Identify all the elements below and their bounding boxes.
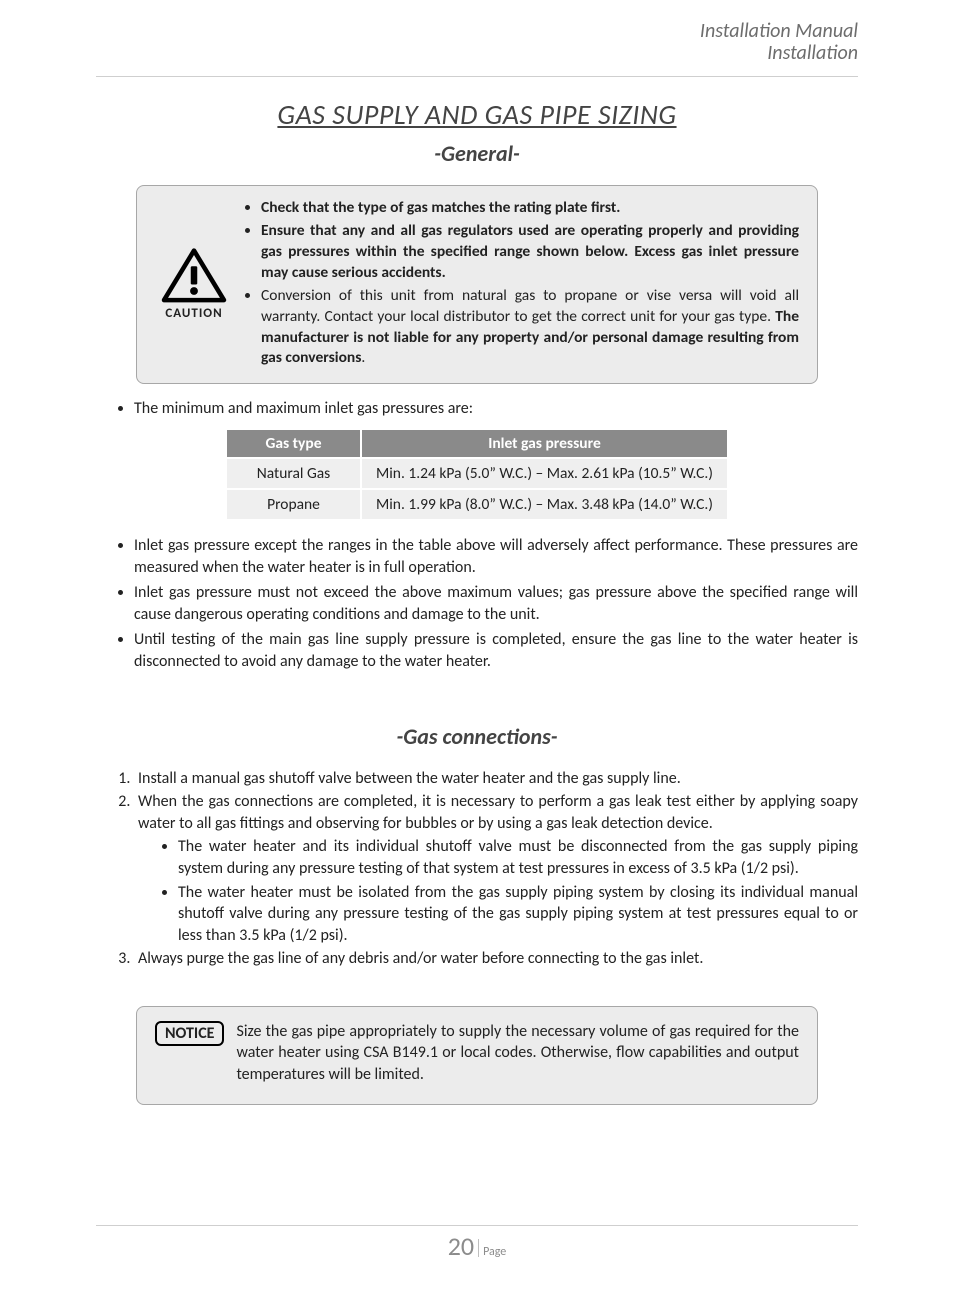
- table-cell-pressure: Min. 1.99 kPa (8.0” W.C.) – Max. 3.48 kP…: [361, 489, 728, 520]
- table-cell-pressure: Min. 1.24 kPa (5.0” W.C.) – Max. 2.61 kP…: [361, 458, 728, 489]
- list-item: The water heater and its individual shut…: [178, 836, 858, 879]
- page-footer: 20 Page: [96, 1225, 858, 1262]
- footer-rule: [96, 1225, 858, 1226]
- list-item: Until testing of the main gas line suppl…: [134, 629, 858, 672]
- caution-item: Check that the type of gas matches the r…: [261, 198, 799, 219]
- footer-separator-icon: [478, 1239, 479, 1257]
- caution-list: Check that the type of gas matches the r…: [243, 198, 799, 371]
- table-header-cell: Inlet gas pressure: [361, 429, 728, 458]
- intro-list: The minimum and maximum inlet gas pressu…: [96, 398, 858, 420]
- page-label: Page: [483, 1245, 506, 1259]
- table-row: Propane Min. 1.99 kPa (8.0” W.C.) – Max.…: [226, 489, 728, 520]
- below-table-list: Inlet gas pressure except the ranges in …: [96, 535, 858, 673]
- intro-bullet: The minimum and maximum inlet gas pressu…: [134, 398, 858, 420]
- gas-pressure-table: Gas type Inlet gas pressure Natural Gas …: [225, 428, 729, 521]
- caution-item: Ensure that any and all gas regulators u…: [261, 221, 799, 284]
- table-header-cell: Gas type: [226, 429, 361, 458]
- notice-label: NOTICE: [155, 1021, 224, 1047]
- table-cell-gastype: Propane: [226, 489, 361, 520]
- list-item: When the gas connections are completed, …: [134, 791, 858, 946]
- header-manual-title: Installation Manual: [96, 20, 858, 42]
- page-header: Installation Manual Installation: [96, 20, 858, 74]
- caution-callout: CAUTION Check that the type of gas match…: [136, 185, 818, 384]
- caution-icon-block: CAUTION: [155, 198, 233, 371]
- table-cell-gastype: Natural Gas: [226, 458, 361, 489]
- page-number: 20: [448, 1230, 474, 1262]
- list-item: Inlet gas pressure must not exceed the a…: [134, 582, 858, 625]
- list-item: Inlet gas pressure except the ranges in …: [134, 535, 858, 578]
- caution-item: Conversion of this unit from natural gas…: [261, 286, 799, 370]
- list-item: Always purge the gas line of any debris …: [134, 948, 858, 970]
- page-title: GAS SUPPLY AND GAS PIPE SIZING: [96, 97, 858, 132]
- header-rule: [96, 76, 858, 77]
- subtitle-general: -General-: [96, 140, 858, 167]
- table-header-row: Gas type Inlet gas pressure: [226, 429, 728, 458]
- list-item: The water heater must be isolated from t…: [178, 882, 858, 947]
- subtitle-connections: -Gas connections-: [96, 723, 858, 750]
- table-row: Natural Gas Min. 1.24 kPa (5.0” W.C.) – …: [226, 458, 728, 489]
- header-section-title: Installation: [96, 42, 858, 64]
- warning-triangle-icon: [161, 248, 227, 304]
- connections-sublist: The water heater and its individual shut…: [138, 836, 858, 946]
- caution-label: CAUTION: [165, 306, 222, 321]
- notice-text: Size the gas pipe appropriately to suppl…: [236, 1021, 799, 1086]
- list-item: Install a manual gas shutoff valve betwe…: [134, 768, 858, 790]
- notice-callout: NOTICE Size the gas pipe appropriately t…: [136, 1006, 818, 1105]
- footer-line: 20 Page: [96, 1230, 858, 1262]
- connections-ordered-list: Install a manual gas shutoff valve betwe…: [96, 768, 858, 970]
